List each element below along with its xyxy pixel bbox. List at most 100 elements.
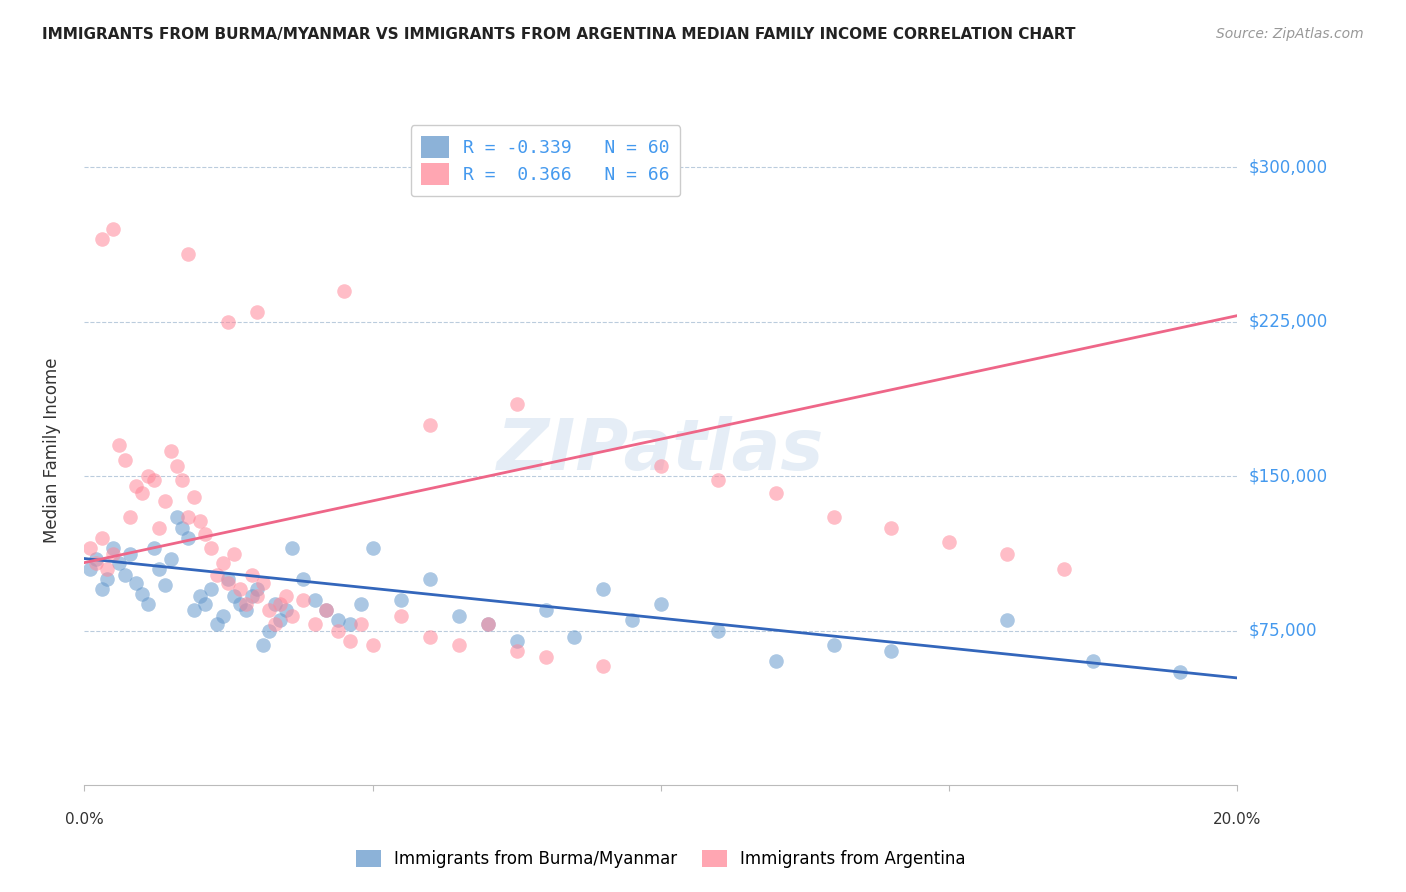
Point bbox=[136, 469, 159, 483]
Point bbox=[391, 609, 413, 624]
Point bbox=[315, 603, 337, 617]
Point bbox=[447, 638, 470, 652]
Point bbox=[131, 586, 153, 600]
Point bbox=[217, 315, 239, 329]
Point bbox=[103, 222, 124, 236]
Text: 20.0%: 20.0% bbox=[1213, 812, 1261, 827]
Point bbox=[246, 304, 269, 318]
Point bbox=[114, 452, 136, 467]
Point bbox=[1168, 665, 1191, 679]
Point bbox=[90, 232, 112, 246]
Point bbox=[1053, 562, 1076, 576]
Point bbox=[562, 630, 586, 644]
Point bbox=[274, 603, 298, 617]
Point bbox=[1081, 655, 1104, 669]
Point bbox=[765, 655, 787, 669]
Point bbox=[292, 572, 315, 586]
Point bbox=[183, 603, 205, 617]
Point bbox=[534, 650, 557, 665]
Point bbox=[153, 578, 176, 592]
Point bbox=[361, 541, 384, 556]
Point bbox=[148, 521, 170, 535]
Point bbox=[263, 617, 285, 632]
Point bbox=[188, 515, 211, 529]
Point bbox=[823, 638, 845, 652]
Point bbox=[823, 510, 845, 524]
Point bbox=[506, 397, 529, 411]
Point bbox=[217, 576, 239, 591]
Point bbox=[506, 633, 529, 648]
Point bbox=[166, 510, 188, 524]
Point bbox=[880, 521, 903, 535]
Point bbox=[172, 473, 194, 487]
Point bbox=[650, 458, 672, 473]
Point bbox=[103, 541, 124, 556]
Point bbox=[269, 597, 291, 611]
Point bbox=[160, 551, 183, 566]
Point bbox=[506, 644, 529, 658]
Point bbox=[252, 576, 274, 591]
Point bbox=[315, 603, 337, 617]
Point bbox=[205, 617, 228, 632]
Point bbox=[79, 541, 101, 556]
Legend: Immigrants from Burma/Myanmar, Immigrants from Argentina: Immigrants from Burma/Myanmar, Immigrant… bbox=[349, 843, 973, 875]
Point bbox=[263, 597, 285, 611]
Point bbox=[235, 603, 257, 617]
Point bbox=[995, 548, 1018, 562]
Point bbox=[148, 562, 170, 576]
Point bbox=[90, 531, 112, 545]
Point bbox=[211, 556, 233, 570]
Point bbox=[246, 589, 269, 603]
Point bbox=[477, 617, 499, 632]
Point bbox=[592, 658, 614, 673]
Point bbox=[292, 592, 315, 607]
Point bbox=[650, 597, 672, 611]
Point bbox=[447, 609, 470, 624]
Point bbox=[96, 572, 118, 586]
Point bbox=[419, 417, 441, 432]
Point bbox=[995, 613, 1018, 627]
Point bbox=[240, 589, 263, 603]
Point bbox=[339, 617, 361, 632]
Point bbox=[125, 479, 148, 493]
Point bbox=[120, 548, 142, 562]
Point bbox=[188, 589, 211, 603]
Point bbox=[252, 638, 274, 652]
Point bbox=[419, 572, 441, 586]
Point bbox=[172, 521, 194, 535]
Point bbox=[235, 597, 257, 611]
Point bbox=[217, 572, 239, 586]
Point bbox=[350, 617, 373, 632]
Text: 0.0%: 0.0% bbox=[65, 812, 104, 827]
Point bbox=[108, 438, 131, 452]
Text: Source: ZipAtlas.com: Source: ZipAtlas.com bbox=[1216, 27, 1364, 41]
Point bbox=[229, 582, 252, 597]
Point bbox=[534, 603, 557, 617]
Point bbox=[304, 617, 326, 632]
Point bbox=[224, 589, 246, 603]
Point bbox=[160, 444, 183, 458]
Point bbox=[136, 597, 159, 611]
Point bbox=[211, 609, 233, 624]
Point bbox=[224, 548, 246, 562]
Text: $75,000: $75,000 bbox=[1249, 622, 1317, 640]
Point bbox=[246, 582, 269, 597]
Point bbox=[84, 551, 107, 566]
Point bbox=[177, 247, 200, 261]
Point bbox=[592, 582, 614, 597]
Point bbox=[707, 624, 730, 638]
Point bbox=[621, 613, 644, 627]
Point bbox=[142, 541, 165, 556]
Y-axis label: Median Family Income: Median Family Income bbox=[42, 358, 60, 543]
Point bbox=[166, 458, 188, 473]
Point bbox=[350, 597, 373, 611]
Point bbox=[90, 582, 112, 597]
Point bbox=[177, 510, 200, 524]
Point bbox=[108, 556, 131, 570]
Point bbox=[257, 603, 280, 617]
Point bbox=[205, 568, 228, 582]
Point bbox=[361, 638, 384, 652]
Point bbox=[194, 597, 217, 611]
Text: $225,000: $225,000 bbox=[1249, 313, 1327, 331]
Point bbox=[120, 510, 142, 524]
